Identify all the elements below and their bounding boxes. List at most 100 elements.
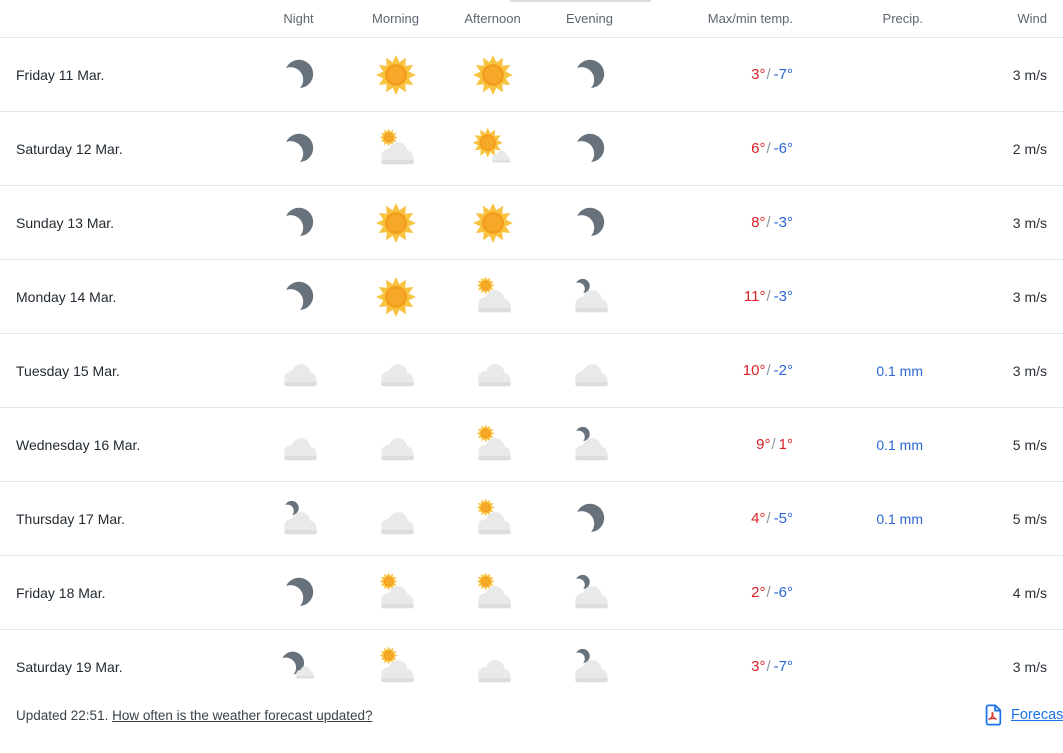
forecast-row[interactable]: Wednesday 16 Mar. 9° / 1° 0.1 mm 5 m/s bbox=[0, 408, 1063, 482]
max-temp: 6° bbox=[751, 140, 766, 157]
min-temp: -5° bbox=[773, 510, 793, 527]
clear-night-icon bbox=[541, 54, 638, 96]
row-date: Saturday 19 Mar. bbox=[16, 658, 123, 675]
maxmin-temp: 3° / -7° bbox=[638, 658, 793, 675]
row-date: Tuesday 15 Mar. bbox=[16, 362, 120, 379]
forecast-row[interactable]: Saturday 12 Mar. 6° / -6° 2 m/s bbox=[0, 112, 1063, 186]
row-date: Thursday 17 Mar. bbox=[16, 510, 125, 527]
clear-night-icon bbox=[250, 276, 347, 318]
wind-value: 3 m/s bbox=[1012, 658, 1047, 675]
wind-value: 3 m/s bbox=[1012, 214, 1047, 231]
update-info-link[interactable]: How often is the weather forecast update… bbox=[112, 708, 373, 723]
clear-day-icon bbox=[444, 202, 541, 244]
partly-cloudy-day-icon bbox=[347, 128, 444, 170]
header-night: Night bbox=[283, 11, 314, 26]
partly-cloudy-night-icon bbox=[541, 646, 638, 688]
forecast-row[interactable]: Thursday 17 Mar. 4° / -5° 0.1 mm 5 m/s bbox=[0, 482, 1063, 556]
partly-cloudy-day-icon bbox=[444, 572, 541, 614]
max-temp: 3° bbox=[751, 658, 766, 675]
clear-night-icon bbox=[541, 202, 638, 244]
cloudy-icon bbox=[541, 350, 638, 392]
min-temp: -7° bbox=[773, 66, 793, 83]
precip-value: 0.1 mm bbox=[876, 362, 923, 379]
row-date: Monday 14 Mar. bbox=[16, 288, 117, 305]
min-temp: -6° bbox=[773, 140, 793, 157]
temp-separator: / bbox=[771, 436, 776, 453]
temp-separator: / bbox=[766, 66, 771, 83]
forecast-pdf-link[interactable]: Forecast bbox=[1011, 707, 1063, 723]
min-temp: 1° bbox=[778, 436, 793, 453]
clear-day-icon bbox=[444, 54, 541, 96]
maxmin-temp: 2° / -6° bbox=[638, 584, 793, 601]
maxmin-temp: 9° / 1° bbox=[638, 436, 793, 453]
partly-cloudy-day-icon bbox=[444, 276, 541, 318]
min-temp: -6° bbox=[773, 584, 793, 601]
top-clipped-element-border bbox=[510, 0, 651, 2]
clear-night-icon bbox=[541, 128, 638, 170]
fair-night-icon bbox=[250, 646, 347, 688]
header-precip: Precip. bbox=[882, 11, 923, 26]
maxmin-temp: 8° / -3° bbox=[638, 214, 793, 231]
updated-text: Updated 22:51. bbox=[16, 708, 109, 723]
cloudy-icon bbox=[347, 424, 444, 466]
maxmin-temp: 3° / -7° bbox=[638, 66, 793, 83]
wind-value: 3 m/s bbox=[1012, 362, 1047, 379]
partly-cloudy-day-icon bbox=[347, 646, 444, 688]
maxmin-temp: 4° / -5° bbox=[638, 510, 793, 527]
cloudy-icon bbox=[444, 350, 541, 392]
wind-value: 3 m/s bbox=[1012, 288, 1047, 305]
maxmin-temp: 11° / -3° bbox=[638, 288, 793, 305]
forecast-row[interactable]: Tuesday 15 Mar. 10° / -2° 0.1 mm 3 m/s bbox=[0, 334, 1063, 408]
temp-separator: / bbox=[766, 214, 771, 231]
max-temp: 3° bbox=[751, 66, 766, 83]
row-date: Friday 18 Mar. bbox=[16, 584, 106, 601]
wind-value: 4 m/s bbox=[1012, 584, 1047, 601]
forecast-row[interactable]: Sunday 13 Mar. 8° / -3° 3 m/s bbox=[0, 186, 1063, 260]
header-morning: Morning bbox=[372, 11, 419, 26]
header-wind: Wind bbox=[1017, 11, 1047, 26]
min-temp: -2° bbox=[773, 362, 793, 379]
row-date: Saturday 12 Mar. bbox=[16, 140, 123, 157]
maxmin-temp: 6° / -6° bbox=[638, 140, 793, 157]
cloudy-icon bbox=[250, 350, 347, 392]
forecast-row[interactable]: Monday 14 Mar. 11° / -3° 3 m/s bbox=[0, 260, 1063, 334]
min-temp: -3° bbox=[773, 214, 793, 231]
clear-night-icon bbox=[250, 128, 347, 170]
min-temp: -7° bbox=[773, 658, 793, 675]
row-date: Sunday 13 Mar. bbox=[16, 214, 115, 231]
clear-night-icon bbox=[250, 54, 347, 96]
wind-value: 3 m/s bbox=[1012, 66, 1047, 83]
max-temp: 2° bbox=[751, 584, 766, 601]
forecast-row[interactable]: Friday 18 Mar. 2° / -6° 4 m/s bbox=[0, 556, 1063, 630]
footer-forecast: Forecast bbox=[982, 704, 1063, 726]
row-date: Friday 11 Mar. bbox=[16, 66, 105, 83]
partly-cloudy-day-icon bbox=[444, 424, 541, 466]
forecast-table: Night Morning Afternoon Evening Max/min … bbox=[0, 0, 1063, 704]
max-temp: 10° bbox=[742, 362, 766, 379]
partly-cloudy-night-icon bbox=[541, 424, 638, 466]
cloudy-icon bbox=[347, 350, 444, 392]
temp-separator: / bbox=[766, 658, 771, 675]
cloudy-icon bbox=[250, 424, 347, 466]
clear-day-icon bbox=[347, 202, 444, 244]
wind-value: 2 m/s bbox=[1012, 140, 1047, 157]
header-evening: Evening bbox=[566, 11, 613, 26]
pdf-icon bbox=[985, 704, 1002, 726]
temp-separator: / bbox=[766, 584, 771, 601]
temp-separator: / bbox=[766, 288, 771, 305]
table-header-row: Night Morning Afternoon Evening Max/min … bbox=[0, 0, 1063, 38]
precip-value: 0.1 mm bbox=[876, 510, 923, 527]
forecast-row[interactable]: Friday 11 Mar. 3° / -7° 3 m/s bbox=[0, 38, 1063, 112]
temp-separator: / bbox=[766, 510, 771, 527]
partly-cloudy-day-icon bbox=[347, 572, 444, 614]
footer: Updated 22:51. How often is the weather … bbox=[0, 695, 1063, 753]
maxmin-temp: 10° / -2° bbox=[638, 362, 793, 379]
partly-cloudy-night-icon bbox=[541, 572, 638, 614]
max-temp: 9° bbox=[756, 436, 771, 453]
header-afternoon: Afternoon bbox=[464, 11, 521, 26]
forecast-row[interactable]: Saturday 19 Mar. 3° / -7° 3 m/s bbox=[0, 630, 1063, 704]
row-date: Wednesday 16 Mar. bbox=[16, 436, 141, 453]
clear-night-icon bbox=[250, 572, 347, 614]
max-temp: 8° bbox=[751, 214, 766, 231]
cloudy-icon bbox=[347, 498, 444, 540]
